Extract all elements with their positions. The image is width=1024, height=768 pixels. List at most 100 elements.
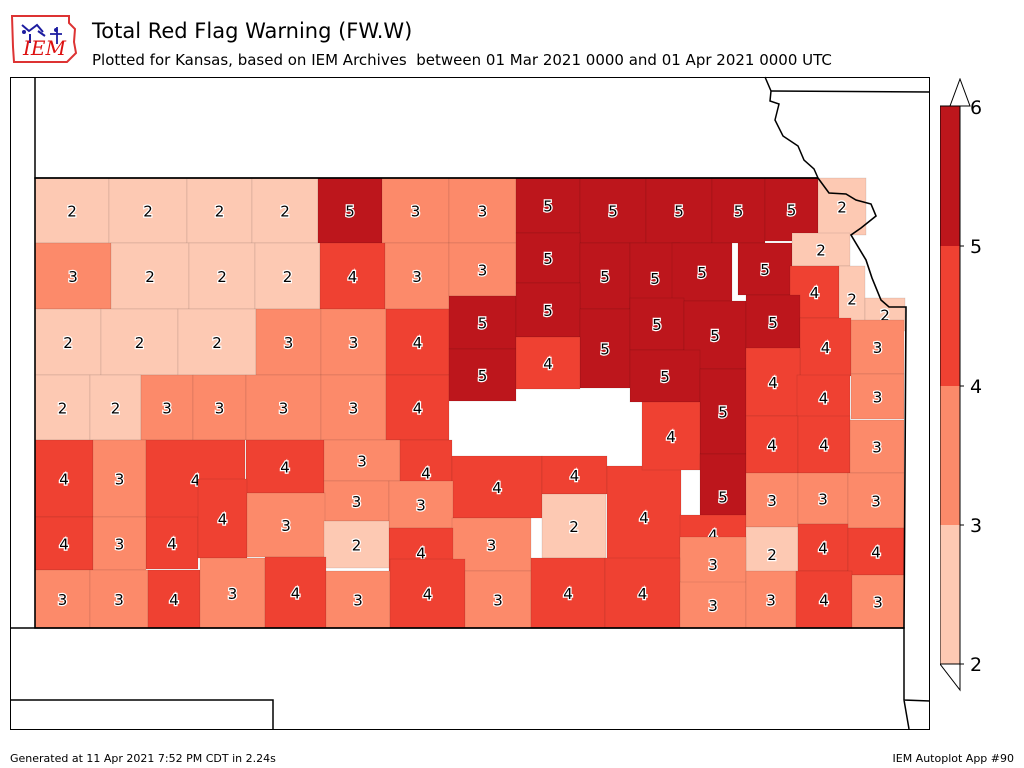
county-polygon-4 [251, 177, 319, 244]
county-polygon-86 [323, 520, 390, 569]
county-value-label-43: 3 [873, 339, 883, 357]
county-value-label-20: 3 [478, 262, 488, 280]
county-polygon-33 [255, 308, 322, 376]
county-polygon-102 [745, 570, 797, 629]
county-value-label-75: 3 [487, 537, 497, 555]
colorbar-lower-arrow [940, 663, 961, 692]
county-polygon-57 [850, 373, 905, 420]
county-value-label-88: 3 [708, 556, 718, 574]
county-value-label-26: 2 [816, 242, 826, 260]
county-value-label-73: 3 [416, 497, 426, 515]
county-value-label-54: 5 [718, 404, 728, 422]
colorbar-upper-arrow [949, 78, 971, 107]
missouri-river-border [764, 76, 819, 179]
county-value-label-24: 5 [697, 264, 707, 282]
county-value-label-94: 3 [228, 585, 238, 603]
missouri-northwest-border [770, 90, 931, 93]
county-polygon-81 [34, 516, 94, 571]
county-polygon-9 [579, 177, 647, 244]
county-polygon-1 [34, 177, 110, 244]
county-value-label-13: 2 [837, 199, 847, 217]
county-value-label-69: 4 [767, 437, 777, 455]
county-polygon-35 [385, 308, 450, 376]
county-polygon-38 [579, 308, 631, 389]
county-value-label-63: 4 [421, 465, 431, 483]
county-polygon-103 [795, 570, 853, 629]
county-value-label-41: 5 [768, 314, 778, 332]
county-polygon-83 [197, 478, 248, 559]
county-polygon-48 [245, 374, 322, 441]
county-polygon-89 [797, 523, 849, 572]
county-polygon-17 [254, 242, 321, 310]
legend-tick-2: 2 [970, 654, 982, 676]
county-value-label-17: 2 [283, 268, 293, 286]
county-polygon-51 [448, 348, 517, 402]
county-polygon-45 [89, 374, 142, 441]
iem-logo: IEM [10, 15, 78, 63]
county-value-label-49: 3 [349, 400, 359, 418]
county-value-label-12: 5 [787, 202, 797, 220]
county-polygon-54 [699, 368, 747, 455]
county-value-label-8: 5 [543, 198, 553, 216]
county-polygon-47 [192, 374, 247, 441]
county-value-label-42: 4 [821, 339, 831, 357]
county-polygon-52 [515, 336, 581, 390]
county-polygon-10 [645, 177, 713, 244]
county-value-label-31: 2 [135, 334, 145, 352]
county-value-label-52: 4 [543, 355, 553, 373]
county-polygon-5 [317, 177, 383, 244]
county-value-label-27: 4 [810, 284, 820, 302]
county-value-label-60: 4 [191, 472, 201, 490]
county-polygon-90 [847, 527, 905, 576]
county-value-label-19: 3 [412, 268, 422, 286]
county-polygon-24 [671, 242, 733, 302]
county-value-label-61: 4 [280, 459, 290, 477]
county-value-label-89: 4 [818, 540, 828, 558]
county-polygon-97 [389, 558, 466, 629]
county-value-label-34: 3 [349, 334, 359, 352]
county-polygon-69 [745, 415, 799, 474]
chart-title: Total Red Flag Warning (FW.W) [92, 19, 413, 43]
county-value-label-25: 5 [760, 261, 770, 279]
legend-tick-3: 3 [970, 515, 982, 537]
county-polygon-72 [323, 480, 390, 522]
texas-panhandle-border [10, 699, 274, 729]
county-polygon-100 [604, 557, 681, 629]
county-polygon-25 [737, 242, 793, 296]
county-value-label-48: 3 [279, 400, 289, 418]
county-value-label-1: 2 [67, 203, 77, 221]
county-value-label-84: 3 [115, 536, 125, 554]
county-value-label-82: 4 [167, 535, 177, 553]
county-value-label-30: 2 [63, 334, 73, 352]
county-value-label-39: 5 [652, 316, 662, 334]
county-value-label-86: 2 [352, 537, 362, 555]
county-value-label-72: 3 [352, 493, 362, 511]
county-value-label-104: 3 [873, 594, 883, 612]
county-value-label-78: 4 [416, 545, 426, 563]
county-polygon-96 [325, 570, 391, 629]
county-polygon-34 [320, 308, 387, 376]
legend-tick-5: 5 [970, 236, 982, 258]
county-value-label-45: 2 [111, 400, 121, 418]
county-polygon-12 [764, 177, 819, 242]
county-value-label-9: 5 [608, 203, 618, 221]
county-layer: 2 2 2 2 5 3 3 5 5 5 5 5 2 3 2 2 2 4 3 3 5 5 5 5 5 2 4 2 2 2 2 2 3 3 4 5 5 5 5 5… [34, 177, 906, 629]
county-polygon-18 [319, 242, 386, 310]
county-value-label-97: 4 [423, 586, 433, 604]
county-value-label-57: 3 [873, 389, 883, 407]
county-value-label-4: 2 [280, 203, 290, 221]
county-polygon-19 [384, 242, 450, 310]
iem-logo-text: IEM [22, 36, 67, 60]
county-polygon-3 [186, 177, 253, 244]
county-value-label-14: 3 [68, 268, 78, 286]
county-value-label-6: 3 [411, 203, 421, 221]
county-polygon-39 [629, 297, 685, 351]
county-value-label-22: 5 [600, 268, 610, 286]
county-value-label-90: 4 [871, 544, 881, 562]
county-value-label-96: 3 [353, 592, 363, 610]
county-value-label-23: 5 [650, 270, 660, 288]
county-polygon-6 [381, 177, 450, 244]
county-polygon-43 [850, 319, 905, 375]
county-polygon-84 [92, 516, 147, 571]
county-value-label-85: 3 [281, 517, 291, 535]
